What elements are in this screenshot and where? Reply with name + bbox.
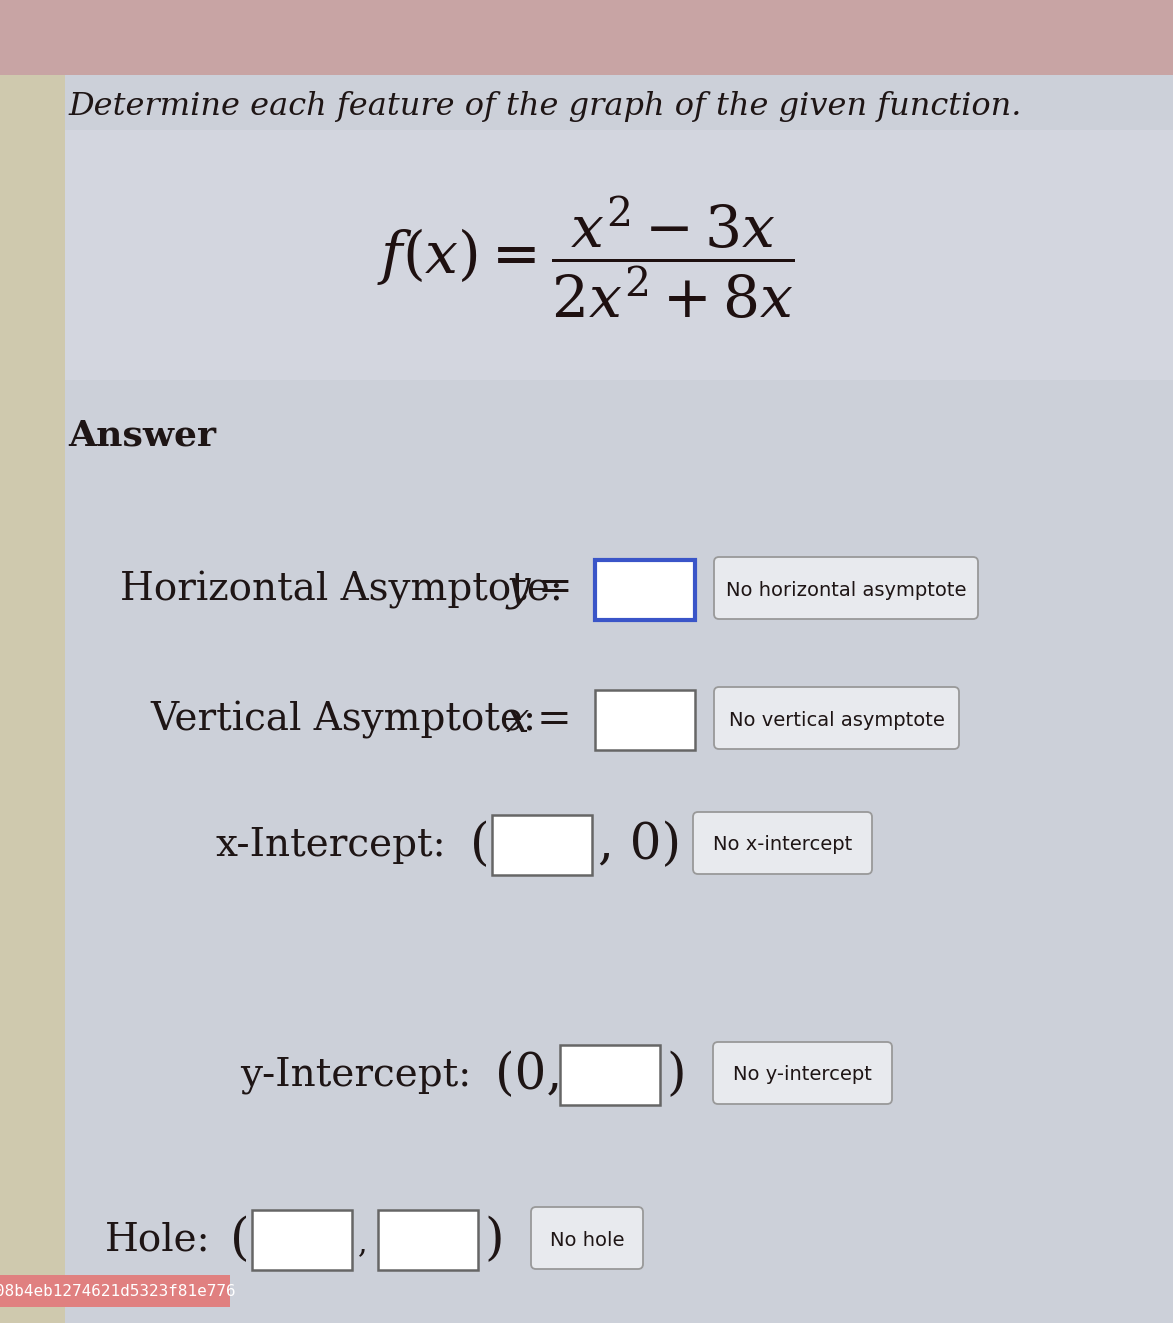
Bar: [0, 0, 1173, 75]
FancyBboxPatch shape: [531, 1207, 643, 1269]
Text: (: (: [230, 1216, 250, 1265]
Bar: [491, 815, 592, 875]
Text: , 0): , 0): [598, 820, 682, 869]
Text: Vertical Asymptote:: Vertical Asymptote:: [150, 701, 536, 740]
Text: ,: ,: [358, 1229, 367, 1259]
Text: No hole: No hole: [550, 1230, 624, 1249]
Text: $x =$: $x =$: [506, 699, 569, 741]
Bar: [0, 75, 65, 1323]
Bar: [378, 1211, 479, 1270]
Text: ): ): [666, 1050, 686, 1099]
Text: No y-intercept: No y-intercept: [733, 1065, 872, 1085]
Bar: [0, 1275, 230, 1307]
Text: $y =$: $y =$: [506, 569, 570, 611]
Bar: [65, 130, 1173, 380]
Bar: [595, 560, 694, 620]
Text: No x-intercept: No x-intercept: [713, 836, 852, 855]
Bar: [252, 1211, 352, 1270]
Bar: [595, 691, 694, 750]
Text: Horizontal Asymptote:: Horizontal Asymptote:: [120, 572, 563, 609]
Text: Hole:: Hole:: [106, 1221, 211, 1258]
Text: (: (: [470, 820, 489, 869]
FancyBboxPatch shape: [693, 812, 872, 875]
Bar: [560, 1045, 660, 1105]
Text: $f(x) = \dfrac{x^2 - 3x}{2x^2 + 8x}$: $f(x) = \dfrac{x^2 - 3x}{2x^2 + 8x}$: [377, 194, 795, 321]
FancyBboxPatch shape: [714, 687, 960, 749]
Text: ): ): [484, 1216, 503, 1265]
Text: No vertical asymptote: No vertical asymptote: [728, 710, 944, 729]
Text: No horizontal asymptote: No horizontal asymptote: [726, 581, 967, 599]
FancyBboxPatch shape: [713, 1043, 891, 1103]
FancyBboxPatch shape: [714, 557, 978, 619]
Text: x-Intercept:: x-Intercept:: [215, 827, 446, 864]
Text: (0,: (0,: [495, 1050, 562, 1099]
Text: Answer: Answer: [68, 418, 216, 452]
Text: y-Intercept:: y-Intercept:: [240, 1056, 472, 1094]
Text: 08b4eb1274621d5323f81e776: 08b4eb1274621d5323f81e776: [0, 1283, 236, 1298]
Text: Determine each feature of the graph of the given function.: Determine each feature of the graph of t…: [68, 91, 1022, 123]
